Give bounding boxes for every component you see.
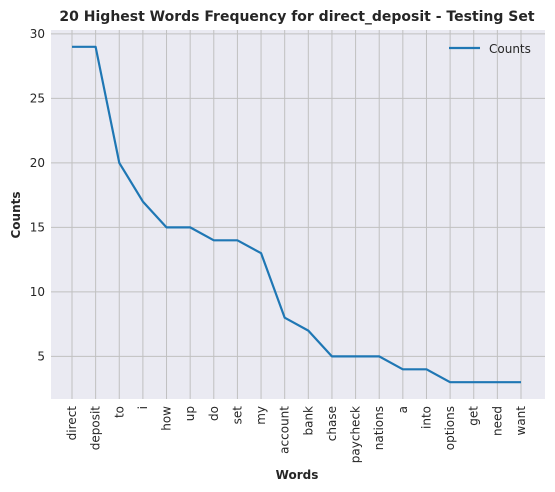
series-line-counts — [72, 45, 521, 384]
x-tick-label: deposit — [89, 406, 103, 451]
y-tick-label: 5 — [37, 349, 45, 363]
x-tick-label: nations — [372, 406, 386, 450]
y-tick-label: 25 — [30, 91, 45, 105]
y-tick-label: 15 — [30, 220, 45, 234]
legend-label-counts: Counts — [489, 42, 531, 56]
x-tick-label: chase — [325, 406, 339, 441]
x-tick-label: get — [467, 406, 481, 426]
x-tick-label: my — [254, 406, 268, 425]
legend: Counts — [449, 42, 531, 56]
x-tick-label: up — [183, 406, 197, 421]
x-tick-label: set — [230, 406, 244, 425]
x-tick-label: to — [112, 406, 126, 418]
x-tick-label: i — [136, 406, 150, 409]
y-tick-label: 10 — [30, 285, 45, 299]
y-tick-label: 20 — [30, 156, 45, 170]
x-tick-label: into — [419, 406, 433, 429]
x-axis-label: Words — [276, 468, 319, 482]
x-tick-label: bank — [301, 406, 315, 436]
x-tick-labels: direct deposit to i how up do set my account bank c… — [65, 406, 528, 464]
x-tick-label: paycheck — [349, 406, 363, 463]
x-tick-label: how — [160, 406, 174, 431]
x-tick-label: want — [514, 406, 528, 436]
y-axis-label: Counts — [9, 191, 23, 238]
x-tick-label: a — [396, 406, 410, 413]
x-tick-label: options — [443, 406, 457, 450]
y-tick-labels: 5 10 15 20 25 30 — [30, 27, 45, 364]
plot-area — [51, 30, 545, 399]
x-tick-label: need — [490, 406, 504, 436]
x-tick-label: do — [207, 406, 221, 421]
chart-title: 20 Highest Words Frequency for direct_de… — [59, 9, 534, 25]
x-tick-label: account — [278, 406, 292, 454]
y-tick-label: 30 — [30, 27, 45, 41]
x-tick-label: direct — [65, 406, 79, 441]
grid-lines — [51, 30, 545, 399]
